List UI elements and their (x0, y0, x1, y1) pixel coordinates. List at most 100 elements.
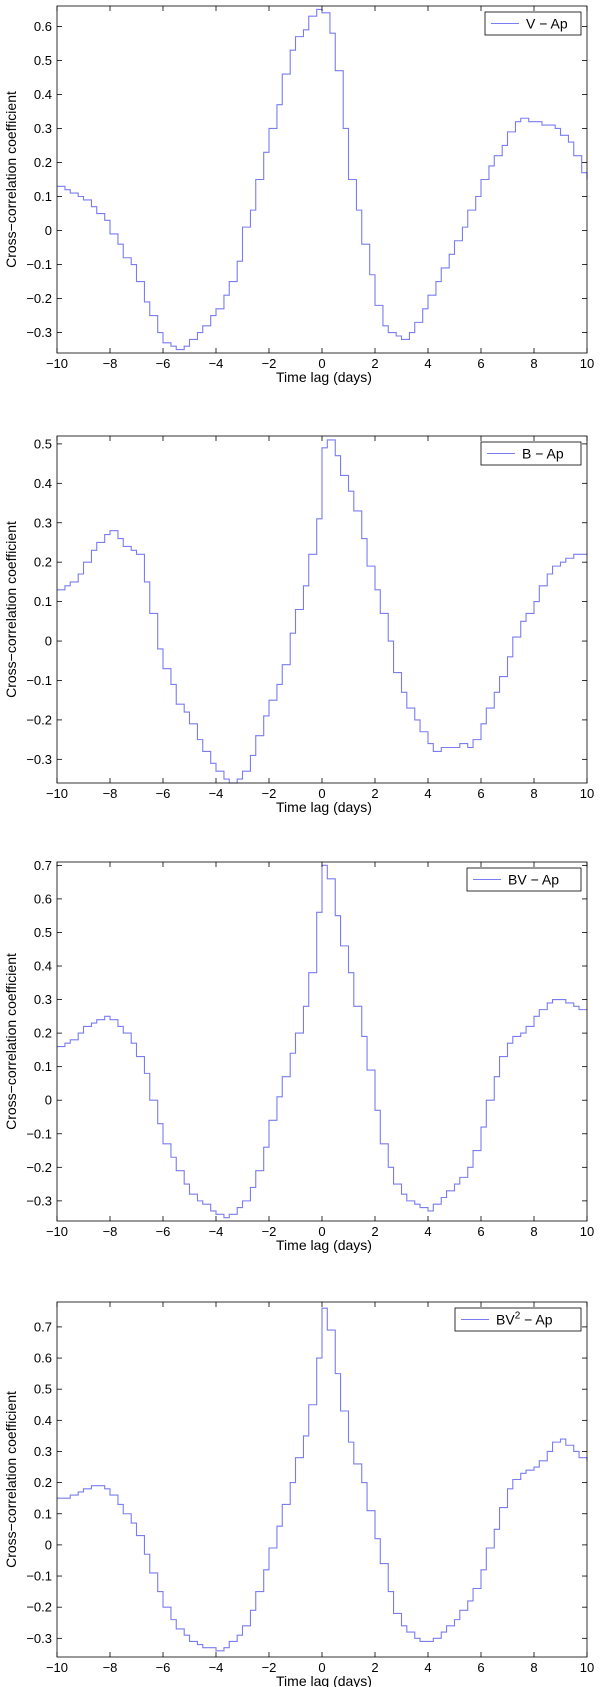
x-tick-label: 0 (318, 1660, 325, 1675)
plot-frame (56, 861, 588, 1222)
y-tick-label: 0 (45, 1093, 52, 1108)
x-tick-label: 2 (371, 1224, 378, 1239)
y-tick-label: −0.1 (26, 257, 52, 272)
y-tick-label: 0.3 (34, 992, 52, 1007)
y-tick-label: 0.1 (34, 189, 52, 204)
chart-panel-1: −10 −8 −6 −4 −2 0 2 4 6 8 10 −0.3 −0.2 −0.1 0 0.1 0.2 0.3… (3, 5, 594, 385)
legend-box (454, 1307, 582, 1332)
chart-panel-4: −10 −8 −6 −4 −2 0 2 4 6 8 10 −0.3 −0.2 −0.1 0 0.1 0.2 0.3… (3, 1301, 594, 1687)
x-tick-label: −6 (156, 1660, 171, 1675)
y-axis-label: Cross−correlation coefficient (3, 953, 19, 1130)
x-tick-label: 0 (318, 1224, 325, 1239)
x-tick-label: 4 (424, 786, 431, 801)
y-axis-label: Cross−correlation coefficient (3, 1391, 19, 1568)
x-tick-label: −2 (262, 786, 277, 801)
legend: BV2 − Ap (454, 1307, 582, 1332)
y-tick-label: 0.4 (34, 959, 52, 974)
y-tick-label: 0.3 (34, 121, 52, 136)
x-tick-label: 8 (530, 1224, 537, 1239)
y-tick-label: 0.4 (34, 1413, 52, 1428)
x-tick-label: −8 (103, 1224, 118, 1239)
y-tick-label: 0.2 (34, 155, 52, 170)
y-tick-label: −0.1 (26, 1126, 52, 1141)
x-tick-label: −10 (46, 786, 68, 801)
x-tick-label: −4 (209, 1224, 224, 1239)
legend-box (466, 867, 582, 892)
x-axis-label: Time lag (days) (276, 1673, 372, 1687)
x-tick-label: −4 (209, 1660, 224, 1675)
y-tick-label: −0.3 (26, 752, 52, 767)
plot-frame (56, 5, 588, 354)
y-tick-label: −0.1 (26, 673, 52, 688)
x-tick-label: 2 (371, 356, 378, 371)
legend-label: BV − Ap (508, 872, 559, 888)
y-tick-label: −0.3 (26, 1631, 52, 1646)
y-tick-label: 0.5 (34, 53, 52, 68)
x-tick-label: −8 (103, 1660, 118, 1675)
x-tick-label: −10 (46, 1224, 68, 1239)
series-line-1-1 (57, 8, 588, 351)
y-tick-label: 0.6 (34, 1351, 52, 1366)
y-tick-label: −0.2 (26, 291, 52, 306)
x-tick-label: 10 (580, 1224, 594, 1239)
y-tick-label: 0.4 (34, 87, 52, 102)
x-tick-label: −6 (156, 786, 171, 801)
y-tick-label: 0.3 (34, 515, 52, 530)
y-tick-label: 0.2 (34, 555, 52, 570)
y-tick-label: −0.2 (26, 1600, 52, 1615)
y-tick-label: 0.7 (34, 1319, 52, 1334)
x-tick-label: 0 (318, 356, 325, 371)
chart-panel-2: −10 −8 −6 −4 −2 0 2 4 6 8 10 −0.3 −0.2 −0.1 0 0.1 0.2 0.3… (3, 435, 594, 815)
y-tick-label: 0.4 (34, 476, 52, 491)
y-tick-label: 0.6 (34, 891, 52, 906)
legend-label: V − Ap (526, 16, 568, 32)
x-tick-label: 6 (477, 356, 484, 371)
y-tick-label: −0.3 (26, 325, 52, 340)
x-axis-label: Time lag (days) (276, 1237, 372, 1253)
x-tick-label: 10 (580, 786, 594, 801)
x-tick-label: −10 (46, 1660, 68, 1675)
x-tick-label: −10 (46, 356, 68, 371)
y-tick-label: 0 (45, 1537, 52, 1552)
x-tick-label: 6 (477, 786, 484, 801)
y-tick-label: 0 (45, 634, 52, 649)
series-line-2-1 (57, 439, 587, 784)
x-tick-label: 10 (580, 356, 594, 371)
x-tick-label: 2 (371, 1660, 378, 1675)
x-tick-label: −2 (262, 1660, 277, 1675)
y-tick-label: 0.1 (34, 594, 52, 609)
x-axis-label: Time lag (days) (276, 369, 372, 385)
y-axis-label: Cross−correlation coefficient (3, 91, 19, 268)
series-line-4-1 (57, 1307, 588, 1652)
y-tick-label: −0.2 (26, 712, 52, 727)
x-axis-label: Time lag (days) (276, 799, 372, 815)
x-tick-label: 6 (477, 1224, 484, 1239)
x-tick-label: −8 (103, 356, 118, 371)
y-axis-label: Cross−correlation coefficient (3, 521, 19, 698)
y-tick-label: 0 (45, 223, 52, 238)
y-tick-label: 0.5 (34, 1382, 52, 1397)
x-tick-label: 8 (530, 1660, 537, 1675)
legend: BV − Ap (466, 867, 582, 892)
x-tick-label: −2 (262, 1224, 277, 1239)
x-tick-label: 4 (424, 1224, 431, 1239)
legend: V − Ap (484, 11, 582, 36)
legend-label: BV2 − Ap (496, 1311, 553, 1328)
legend-box (480, 441, 582, 466)
x-tick-label: 2 (371, 786, 378, 801)
y-tick-label: −0.1 (26, 1569, 52, 1584)
x-tick-label: 4 (424, 356, 431, 371)
x-tick-label: 4 (424, 1660, 431, 1675)
legend-label: B − Ap (522, 446, 564, 462)
x-tick-label: 8 (530, 356, 537, 371)
y-tick-label: 0.1 (34, 1059, 52, 1074)
x-tick-label: 10 (580, 1660, 594, 1675)
chart-panel-3: −10 −8 −6 −4 −2 0 2 4 6 8 10 −0.3 −0.2 −0.1 0 0.1 0.2 0.3… (3, 858, 594, 1253)
x-tick-label: −6 (156, 1224, 171, 1239)
x-tick-label: −2 (262, 356, 277, 371)
x-tick-label: −4 (209, 356, 224, 371)
legend: B − Ap (480, 441, 582, 466)
y-tick-label: 0.2 (34, 1026, 52, 1041)
series-line-3-1 (57, 864, 587, 1219)
